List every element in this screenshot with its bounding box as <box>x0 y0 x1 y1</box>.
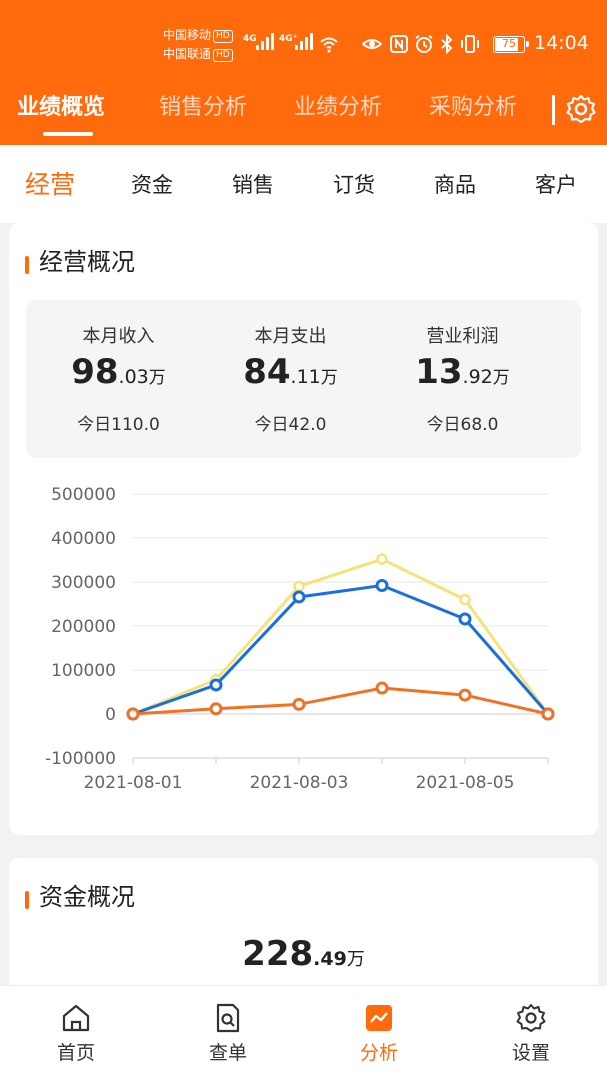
tab-performance-analysis[interactable]: 业绩分析 <box>294 95 383 120</box>
x-tick-label: 2021-08-01 <box>84 773 183 793</box>
battery-level: 75 <box>502 37 516 50</box>
nav-label: 首页 <box>56 1042 95 1064</box>
y-tick-label: 500000 <box>51 485 116 505</box>
battery-indicator: 75 <box>493 36 529 53</box>
y-tick-label: 100000 <box>51 661 116 681</box>
y-tick-label: 200000 <box>51 617 116 637</box>
top-tabs: 业绩概览 销售分析 业绩分析 采购分析 <box>0 88 607 138</box>
data-point <box>541 707 555 721</box>
stat-today: 今日68.0 <box>426 415 499 435</box>
home-icon <box>62 1004 90 1032</box>
tab-sales-analysis[interactable]: 销售分析 <box>159 95 248 120</box>
subtab-products[interactable]: 商品 <box>434 173 476 197</box>
y-tick-label: 300000 <box>51 573 116 593</box>
stat-value: 84.11万 <box>243 352 338 392</box>
network-type-2: 4G⁺ <box>279 34 298 44</box>
nav-home[interactable]: 首页 <box>0 986 152 1080</box>
data-point <box>292 590 306 604</box>
app-header: 中国移动 HD 中国联通 HD 4G 4G⁺ <box>0 0 607 145</box>
section-title: 经营概况 <box>25 247 135 277</box>
data-point <box>458 612 472 626</box>
nav-label: 分析 <box>359 1042 398 1064</box>
vibrate-icon <box>461 35 479 53</box>
tab-purchase-analysis[interactable]: 采购分析 <box>429 95 518 120</box>
carrier-2: 中国联通 <box>163 47 212 61</box>
wifi-icon <box>320 37 338 53</box>
tab-performance-overview[interactable]: 业绩概览 <box>17 95 106 120</box>
nav-query[interactable]: 查单 <box>152 986 304 1080</box>
gear-icon <box>516 1004 546 1032</box>
clock: 14:04 <box>534 32 589 54</box>
stat-today: 今日110.0 <box>77 415 160 435</box>
series-line-2 <box>132 686 549 716</box>
stats-panel: 本月收入 98.03万 今日110.0 本月支出 84.11万 今日42.0 营… <box>26 300 581 458</box>
data-point <box>293 580 305 593</box>
stat-label: 本月收入 <box>82 326 155 347</box>
nav-analysis[interactable]: 分析 <box>303 986 455 1080</box>
subtab-funds[interactable]: 资金 <box>131 173 173 197</box>
stat-value: 98.03万 <box>71 352 166 392</box>
y-tick-label: 0 <box>105 705 116 725</box>
data-point <box>376 553 388 565</box>
signal-bars-1-icon <box>256 32 274 50</box>
operation-overview-title: 经营概况 <box>39 248 135 276</box>
nfc-icon <box>390 35 408 53</box>
bottom-nav: 首页 查单 分析 设置 <box>0 985 607 1080</box>
funds-overview-card: 资金概况 228.49万 <box>9 858 598 998</box>
data-point <box>375 579 389 593</box>
tabs-divider <box>552 95 555 125</box>
operation-overview-card: 经营概况 本月收入 98.03万 今日110.0 本月支出 84.11万 今日4… <box>9 223 598 835</box>
eye-icon <box>362 39 382 49</box>
subtab-sales[interactable]: 销售 <box>232 173 274 197</box>
x-tick-label: 2021-08-05 <box>416 773 515 793</box>
section-accent-bar <box>25 256 29 274</box>
carrier-1: 中国移动 <box>163 28 212 42</box>
series-line-1 <box>132 584 550 716</box>
signal-bars-2-icon <box>295 32 313 50</box>
y-tick-label: -100000 <box>45 749 116 769</box>
stat-label: 本月支出 <box>254 326 327 347</box>
stat-value: 13.92万 <box>415 352 510 392</box>
carrier-info: 中国移动 HD 中国联通 HD <box>163 26 233 64</box>
x-tick-label: 2021-08-03 <box>250 773 349 793</box>
hd-badge-2: HD <box>213 49 233 62</box>
funds-overview-title: 资金概况 <box>39 883 135 911</box>
alarm-icon <box>415 35 433 53</box>
nav-label: 设置 <box>511 1042 550 1064</box>
y-tick-label: 400000 <box>51 529 116 549</box>
data-point <box>375 681 389 695</box>
data-point <box>459 593 471 606</box>
analysis-chart-icon <box>366 1005 392 1031</box>
section-title: 资金概况 <box>25 882 135 912</box>
bluetooth-icon <box>441 34 453 54</box>
subtab-orders[interactable]: 订货 <box>333 173 375 197</box>
settings-gear-icon[interactable] <box>565 93 597 125</box>
network-type-1: 4G <box>243 34 257 44</box>
active-tab-indicator <box>43 132 93 136</box>
data-point <box>292 697 306 711</box>
data-point <box>209 702 223 716</box>
nav-label: 查单 <box>208 1042 247 1064</box>
data-point <box>126 707 140 721</box>
series-line-0 <box>132 557 550 716</box>
stat-today: 今日42.0 <box>254 415 327 435</box>
search-document-icon <box>216 1003 240 1033</box>
operation-line-chart[interactable]: 500000 400000 300000 200000 100000 0 -100000 20… <box>9 473 598 813</box>
subtab-operation[interactable]: 经营 <box>24 170 75 199</box>
section-accent-bar <box>25 891 29 909</box>
data-point <box>458 688 472 702</box>
nav-settings[interactable]: 设置 <box>455 986 607 1080</box>
funds-total: 228.49万 <box>242 934 365 974</box>
stat-label: 营业利润 <box>426 326 499 347</box>
hd-badge-1: HD <box>213 30 233 43</box>
sub-tabs: 经营 资金 销售 订货 商品 客户 <box>0 145 607 223</box>
subtab-customers[interactable]: 客户 <box>535 173 577 197</box>
data-point <box>209 678 223 692</box>
status-bar: 中国移动 HD 中国联通 HD 4G 4G⁺ <box>0 18 607 70</box>
